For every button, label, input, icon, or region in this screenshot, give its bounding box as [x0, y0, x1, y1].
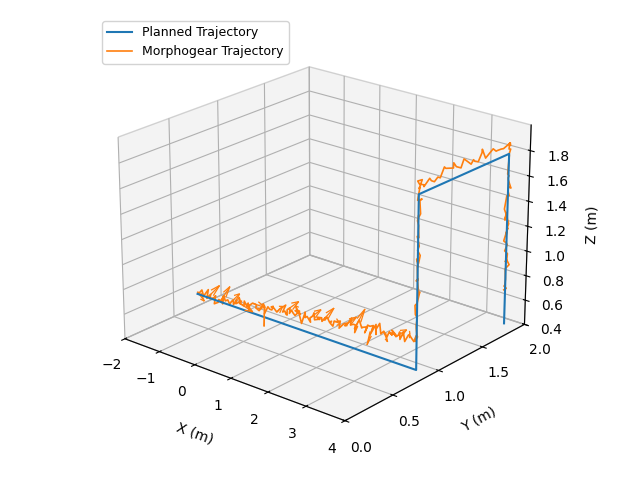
- Legend: Planned Trajectory, Morphogear Trajectory: Planned Trajectory, Morphogear Trajector…: [102, 21, 289, 64]
- Y-axis label: Y (m): Y (m): [459, 404, 498, 434]
- X-axis label: X (m): X (m): [174, 421, 215, 447]
